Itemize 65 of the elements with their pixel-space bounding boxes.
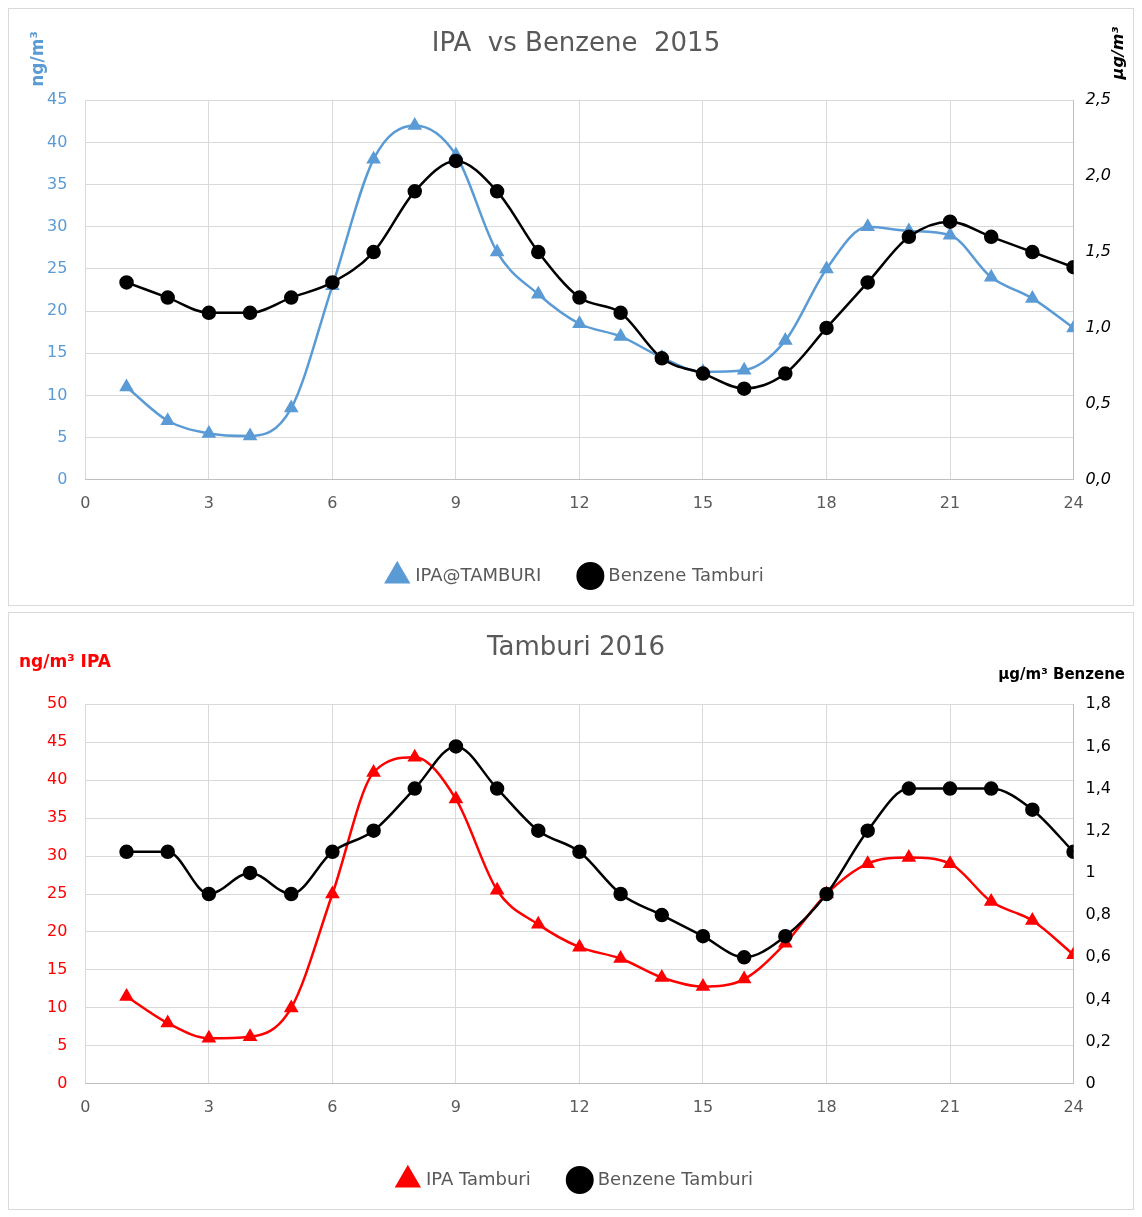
y-tick-label: 15 xyxy=(47,959,68,979)
y2-tick-label: 1,5 xyxy=(1085,241,1112,261)
x-tick-label: 6 xyxy=(327,492,338,512)
y-axis-title: ng/m³ IPA xyxy=(19,651,112,672)
y-tick-label: 0 xyxy=(57,1072,68,1092)
y2-tick-label: 2,5 xyxy=(1085,89,1112,109)
y-tick-label: 40 xyxy=(47,131,68,151)
x-tick-label: 3 xyxy=(203,1096,214,1116)
y-tick-label: 5 xyxy=(57,1035,68,1054)
y-tick-label: 45 xyxy=(47,89,68,109)
x-tick-label: 21 xyxy=(939,1096,961,1116)
y2-tick-label: 0,8 xyxy=(1085,904,1112,924)
x-tick-label: 18 xyxy=(816,492,837,512)
y-tick-label: 20 xyxy=(47,300,68,320)
y2-tick-label: 2,0 xyxy=(1085,165,1112,185)
chart-title: IPA vs Benzene 2015 xyxy=(431,27,721,58)
y-tick-label: 35 xyxy=(47,807,68,827)
y-tick-label: 30 xyxy=(47,845,68,865)
x-tick-label: 15 xyxy=(692,1096,714,1116)
y-tick-label: 10 xyxy=(47,384,68,404)
y2-tick-label: 1,2 xyxy=(1085,819,1112,839)
y-tick-label: 10 xyxy=(47,997,68,1017)
y-tick-label: 20 xyxy=(47,921,68,941)
y2-tick-label: 0,2 xyxy=(1085,1030,1112,1050)
x-tick-label: 9 xyxy=(450,492,462,512)
y-tick-label: 40 xyxy=(47,769,68,789)
x-tick-label: 24 xyxy=(1063,492,1084,512)
y-tick-label: 0 xyxy=(57,468,68,488)
y2-axis-title: µg/m³ Benzene xyxy=(998,664,1125,683)
y-tick-label: 45 xyxy=(47,731,68,751)
y2-tick-label: 0 xyxy=(1085,1072,1096,1092)
y2-axis-title: µg/m³ xyxy=(1108,26,1128,81)
x-tick-label: 21 xyxy=(939,492,961,512)
x-tick-label: 9 xyxy=(450,1096,462,1116)
legend-label: IPA@TAMBURI xyxy=(415,563,542,585)
x-tick-label: 12 xyxy=(569,1096,590,1116)
y2-tick-label: 1 xyxy=(1085,862,1096,882)
y-axis-title: ng/m³ xyxy=(27,31,48,87)
x-tick-label: 12 xyxy=(569,492,590,512)
y2-tick-label: 1,8 xyxy=(1085,693,1112,713)
legend-label: Benzene Tamburi xyxy=(597,1167,754,1189)
legend-label: Benzene Tamburi xyxy=(608,563,764,585)
y-tick-label: 50 xyxy=(47,693,68,713)
chart-title: Tamburi 2016 xyxy=(485,631,666,662)
y2-tick-label: 1,6 xyxy=(1085,735,1112,755)
y-tick-label: 25 xyxy=(47,258,68,278)
y-tick-label: 15 xyxy=(47,342,68,362)
x-tick-label: 15 xyxy=(692,492,714,512)
y2-tick-label: 0,0 xyxy=(1085,468,1112,488)
x-tick-label: 24 xyxy=(1063,1096,1084,1116)
y-tick-label: 35 xyxy=(47,173,68,193)
y2-tick-label: 0,4 xyxy=(1085,988,1112,1008)
legend-label: IPA Tamburi xyxy=(425,1167,531,1189)
x-tick-label: 18 xyxy=(816,1096,837,1116)
y-tick-label: 30 xyxy=(47,215,68,235)
y2-tick-label: 1,4 xyxy=(1085,777,1112,797)
y2-tick-label: 1,0 xyxy=(1085,317,1112,337)
x-tick-label: 0 xyxy=(80,492,91,512)
y2-tick-label: 0,5 xyxy=(1085,393,1112,413)
y-tick-label: 25 xyxy=(47,883,68,903)
y-tick-label: 5 xyxy=(57,426,68,446)
x-tick-label: 6 xyxy=(327,1096,338,1116)
x-tick-label: 0 xyxy=(80,1096,91,1116)
x-tick-label: 3 xyxy=(203,492,214,512)
y2-tick-label: 0,6 xyxy=(1085,946,1112,966)
